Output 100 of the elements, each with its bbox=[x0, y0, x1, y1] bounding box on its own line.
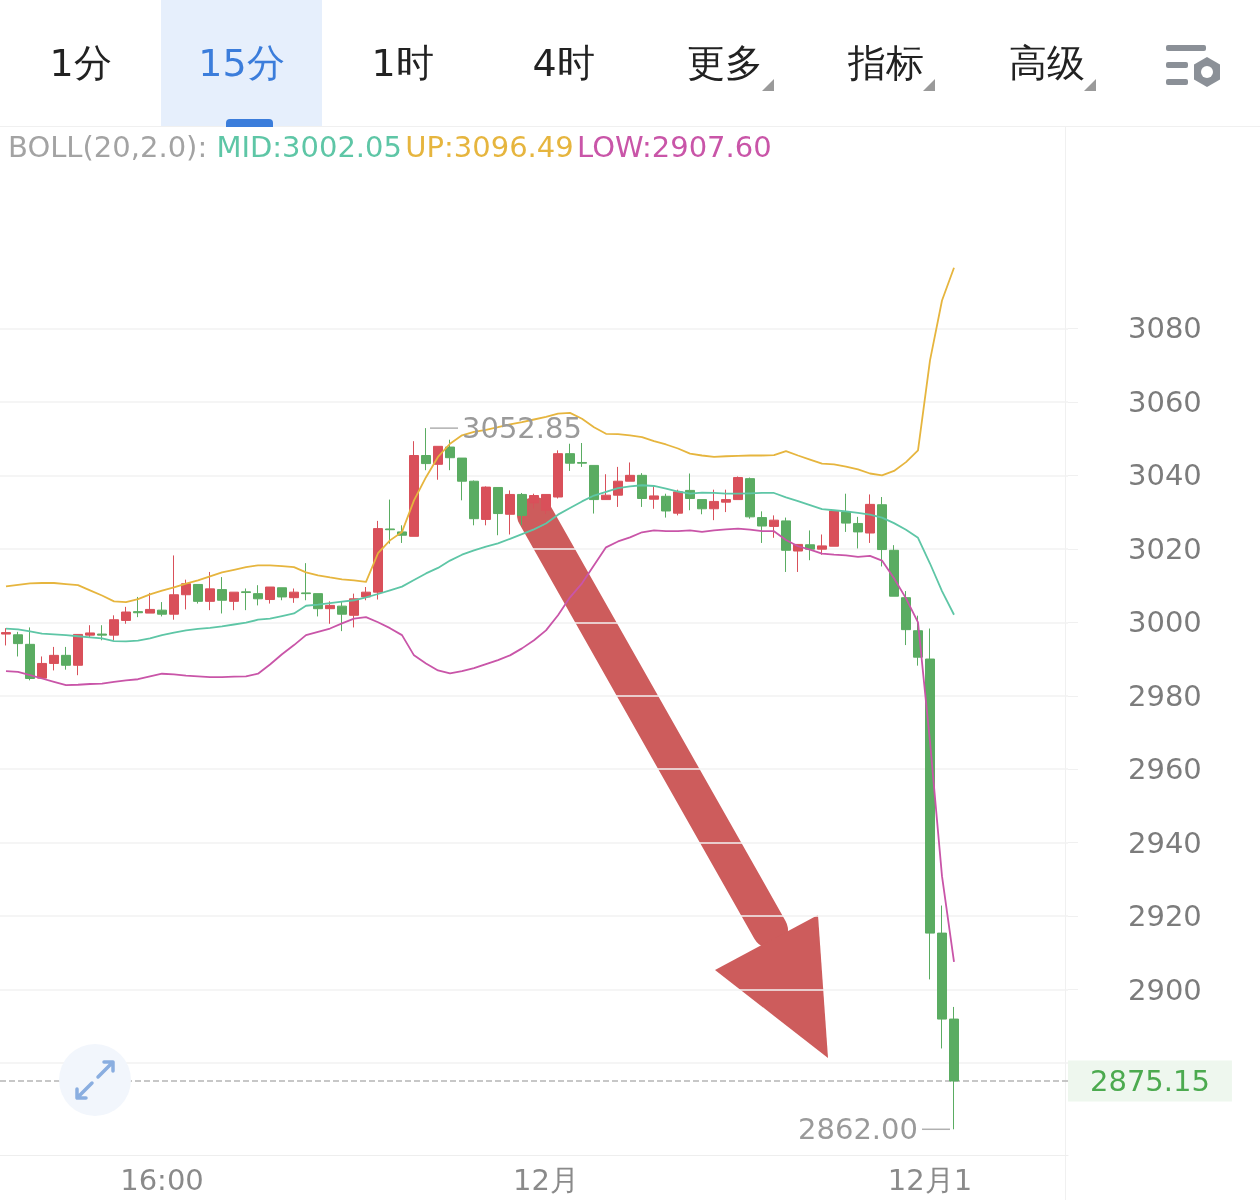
candlestick bbox=[229, 591, 239, 611]
candlestick bbox=[709, 489, 719, 521]
text: LOW:2907.60 bbox=[577, 129, 772, 164]
candlestick bbox=[49, 646, 59, 671]
x-tick-label: 12月1 bbox=[887, 1162, 973, 1197]
candlestick bbox=[637, 472, 647, 508]
candlestick bbox=[877, 496, 887, 567]
annotation: 2862.00 bbox=[798, 1112, 918, 1147]
candlestick bbox=[133, 596, 143, 618]
candlestick bbox=[37, 655, 47, 679]
candlestick bbox=[853, 516, 863, 549]
legend-title: BOLL(20,2.0): bbox=[8, 129, 217, 164]
candlestick bbox=[193, 583, 203, 605]
candlestick bbox=[73, 633, 83, 676]
candlestick bbox=[337, 601, 347, 632]
candlestick bbox=[697, 499, 707, 515]
text: 1分 bbox=[48, 39, 113, 87]
candlestick bbox=[109, 614, 119, 641]
candlestick bbox=[277, 587, 287, 601]
candlestick bbox=[505, 489, 515, 535]
candlestick bbox=[13, 631, 23, 657]
candlestick bbox=[457, 457, 467, 501]
candlestick bbox=[925, 628, 935, 980]
candlestick bbox=[529, 493, 539, 509]
y-tick-label: 2940 bbox=[1128, 825, 1202, 860]
candlestick bbox=[673, 489, 683, 516]
candlestick bbox=[493, 486, 503, 536]
candlestick bbox=[61, 646, 71, 671]
candlestick bbox=[253, 584, 263, 606]
candlestick bbox=[565, 443, 575, 472]
candlestick bbox=[385, 499, 395, 545]
ref-line-label: 2875.15 bbox=[1090, 1063, 1210, 1098]
candlestick bbox=[937, 905, 947, 1049]
text: UP:3096.49 bbox=[405, 129, 574, 164]
text: 更多 bbox=[685, 39, 764, 87]
y-tick-label: 2900 bbox=[1128, 972, 1202, 1007]
candlestick bbox=[517, 492, 527, 526]
candlestick bbox=[421, 427, 431, 471]
candlestick bbox=[121, 606, 131, 625]
candlestick bbox=[25, 626, 35, 681]
candlestick bbox=[373, 520, 383, 601]
text: 1时 bbox=[370, 39, 435, 87]
candlestick bbox=[301, 562, 311, 601]
y-tick-label: 3000 bbox=[1128, 605, 1202, 640]
candlestick bbox=[577, 442, 587, 468]
candlestick bbox=[289, 587, 299, 604]
y-tick-label: 3060 bbox=[1128, 384, 1202, 419]
candlestick bbox=[769, 514, 779, 539]
y-tick-label: 3020 bbox=[1128, 531, 1202, 566]
y-tick-label: 2960 bbox=[1128, 752, 1202, 787]
candlestick bbox=[733, 475, 743, 501]
candlestick bbox=[661, 493, 671, 519]
candlestick bbox=[217, 576, 227, 614]
candlestick bbox=[805, 529, 815, 561]
text: 15分 bbox=[161, 0, 322, 126]
candlestick bbox=[757, 510, 767, 544]
candlestick bbox=[205, 571, 215, 611]
text: 高级 bbox=[1007, 39, 1086, 87]
candlestick bbox=[325, 600, 335, 625]
line-series bbox=[5, 266, 955, 603]
text: 指标 bbox=[846, 39, 925, 87]
candlestick bbox=[865, 493, 875, 544]
candlestick bbox=[649, 484, 659, 510]
candlestick bbox=[445, 439, 455, 471]
candlestick bbox=[601, 473, 611, 501]
candlestick bbox=[949, 1006, 959, 1130]
candlestick bbox=[721, 489, 731, 513]
x-tick-label: 16:00 bbox=[120, 1162, 204, 1197]
x-tick-label: 12月 bbox=[513, 1162, 579, 1197]
y-tick-label: 3040 bbox=[1128, 458, 1202, 493]
candlestick bbox=[1, 627, 11, 646]
candlestick bbox=[97, 624, 107, 641]
candlestick bbox=[589, 464, 599, 515]
candlestick bbox=[169, 554, 179, 621]
y-tick-label: 3080 bbox=[1128, 311, 1202, 346]
candlestick bbox=[817, 533, 827, 556]
candlestick bbox=[829, 510, 839, 547]
candlestick bbox=[409, 440, 419, 537]
candlestick bbox=[181, 579, 191, 610]
line-series bbox=[5, 527, 955, 963]
candlestick bbox=[145, 592, 155, 614]
y-tick-label: 2980 bbox=[1128, 678, 1202, 713]
candlestick bbox=[241, 587, 251, 611]
candlestick bbox=[841, 493, 851, 533]
candlestick bbox=[469, 479, 479, 526]
y-tick-label: 2920 bbox=[1128, 899, 1202, 934]
candlestick bbox=[901, 590, 911, 646]
candlestick bbox=[541, 493, 551, 515]
candlestick bbox=[85, 624, 95, 639]
candlestick bbox=[745, 477, 755, 520]
text: MID:3002.05 bbox=[216, 129, 402, 164]
candlestick bbox=[265, 586, 275, 605]
candlestick bbox=[781, 517, 791, 573]
candlestick bbox=[157, 601, 167, 617]
candlestick bbox=[625, 461, 635, 482]
line-series bbox=[5, 484, 955, 643]
candlestick bbox=[889, 544, 899, 597]
text: 4时 bbox=[531, 39, 596, 87]
candlestick bbox=[481, 485, 491, 526]
candlestick bbox=[349, 593, 359, 628]
